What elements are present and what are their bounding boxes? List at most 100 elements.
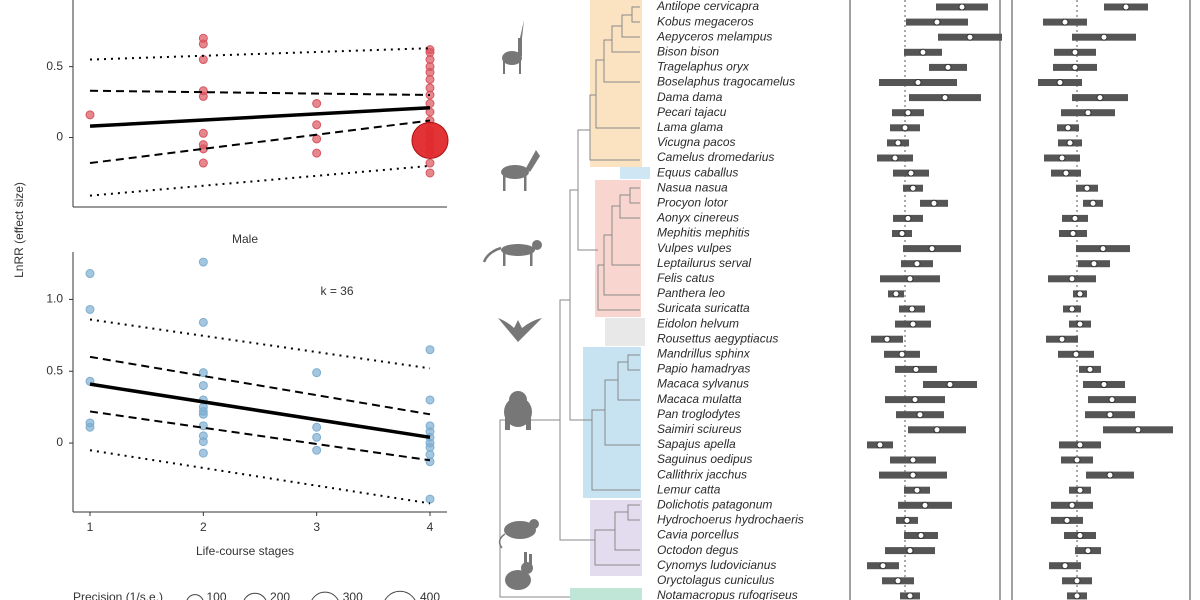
legend-symbol (311, 591, 339, 600)
clade-marsupials (570, 588, 642, 600)
estimate-point (909, 184, 917, 192)
estimate-point (1099, 245, 1107, 253)
species-label: Vicugna pacos (657, 135, 736, 149)
data-point (312, 120, 322, 130)
estimate-point (907, 169, 915, 177)
species-label: Cynomys ludovicianus (657, 558, 776, 572)
legend-symbol (384, 590, 416, 600)
data-point (198, 317, 208, 327)
data-point (425, 395, 435, 405)
estimate-point (1090, 260, 1098, 268)
species-label: Hydrochoerus hydrochaeris (657, 513, 804, 527)
species-label: Dolichotis patagonum (657, 497, 772, 511)
y-tick-label: 0 (56, 130, 63, 144)
estimate-point (1068, 501, 1076, 509)
fit-line (89, 106, 431, 128)
estimate-point (1086, 365, 1094, 373)
clade-primates (583, 347, 641, 498)
estimate-point (1076, 290, 1084, 298)
legend-label: 400 (420, 590, 440, 600)
estimate-point (903, 516, 911, 524)
estimate-point (917, 532, 925, 539)
estimate-point (1122, 3, 1130, 11)
fit-line (89, 47, 431, 61)
panel-title: Male (232, 232, 258, 246)
cat-icon (482, 240, 542, 266)
estimate-point (1073, 577, 1081, 585)
species-label: Procyon lotor (657, 195, 729, 209)
species-label: Cavia porcellus (657, 528, 739, 542)
annotation: k = 36 (320, 284, 353, 298)
species-label: Lama glama (657, 120, 723, 134)
estimate-point (1134, 426, 1142, 434)
species-label: Aepyceros melampus (656, 29, 772, 43)
legend-label: 100 (207, 590, 227, 600)
estimate-point (1073, 592, 1081, 600)
fit-line (89, 410, 431, 462)
rodent-icon (498, 519, 539, 549)
fit-line (89, 89, 431, 96)
estimate-point (930, 199, 938, 207)
species-label: Octodon degus (657, 543, 738, 557)
estimate-point (1076, 320, 1084, 328)
species-label: Leptailurus serval (657, 256, 751, 270)
x-tick-label: 3 (313, 520, 320, 534)
data-point (312, 134, 322, 144)
estimate-point (916, 411, 924, 419)
estimate-point (909, 471, 917, 479)
estimate-point (1106, 471, 1114, 479)
estimate-point (1096, 94, 1104, 102)
species-label: Camelus dromedarius (657, 150, 774, 164)
estimate-point (1056, 79, 1064, 86)
species-label: Rousettus aegyptiacus (657, 331, 778, 345)
x-tick-label: 4 (427, 520, 434, 534)
data-point (312, 99, 322, 108)
estimate-point (914, 79, 922, 86)
species-label: Oryctolagus cuniculus (657, 573, 774, 587)
data-point (198, 368, 208, 378)
legend-title: Precision (1/s.e.) (73, 590, 163, 600)
clade-bats (605, 318, 645, 346)
species-label: Suricata suricatta (657, 301, 750, 315)
data-point (198, 91, 208, 101)
y-tick-label: 0.5 (46, 59, 63, 73)
estimate-point (1072, 350, 1080, 358)
legend-symbol (243, 592, 267, 600)
estimate-point (1061, 18, 1069, 26)
y-tick-label: 0 (56, 435, 63, 449)
fit-line (89, 164, 431, 197)
estimate-point (1071, 214, 1079, 222)
estimate-point (912, 365, 920, 373)
estimate-point (966, 33, 974, 41)
clade-bovids (590, 0, 642, 167)
estimate-point (911, 396, 919, 404)
estimate-point (1083, 184, 1091, 192)
horse-icon (501, 150, 540, 191)
species-label: Pan troglodytes (657, 407, 740, 421)
estimate-point (933, 18, 941, 26)
species-label: Panthera leo (657, 286, 725, 300)
tree-branch (597, 187, 640, 311)
data-point (312, 432, 322, 442)
bat-icon (498, 318, 542, 342)
estimate-point (894, 577, 902, 585)
estimate-point (1076, 532, 1084, 539)
x-tick-label: 2 (200, 520, 207, 534)
estimate-point (921, 501, 929, 509)
fit-line (89, 382, 431, 440)
estimate-point (933, 426, 941, 434)
antelope-icon (502, 20, 524, 74)
fit-line (89, 355, 431, 416)
data-point (85, 422, 95, 432)
clade-rodents (590, 500, 642, 576)
data-point (312, 368, 322, 378)
estimate-point (1084, 547, 1092, 555)
species-label: Macaca sylvanus (657, 377, 749, 391)
estimate-point (941, 94, 949, 102)
fit-line (89, 119, 431, 165)
species-label: Vulpes vulpes (657, 241, 732, 255)
fit-line (89, 318, 431, 370)
tree-branch (591, 354, 640, 491)
legend-symbol (186, 594, 204, 600)
estimate-point (946, 381, 954, 388)
